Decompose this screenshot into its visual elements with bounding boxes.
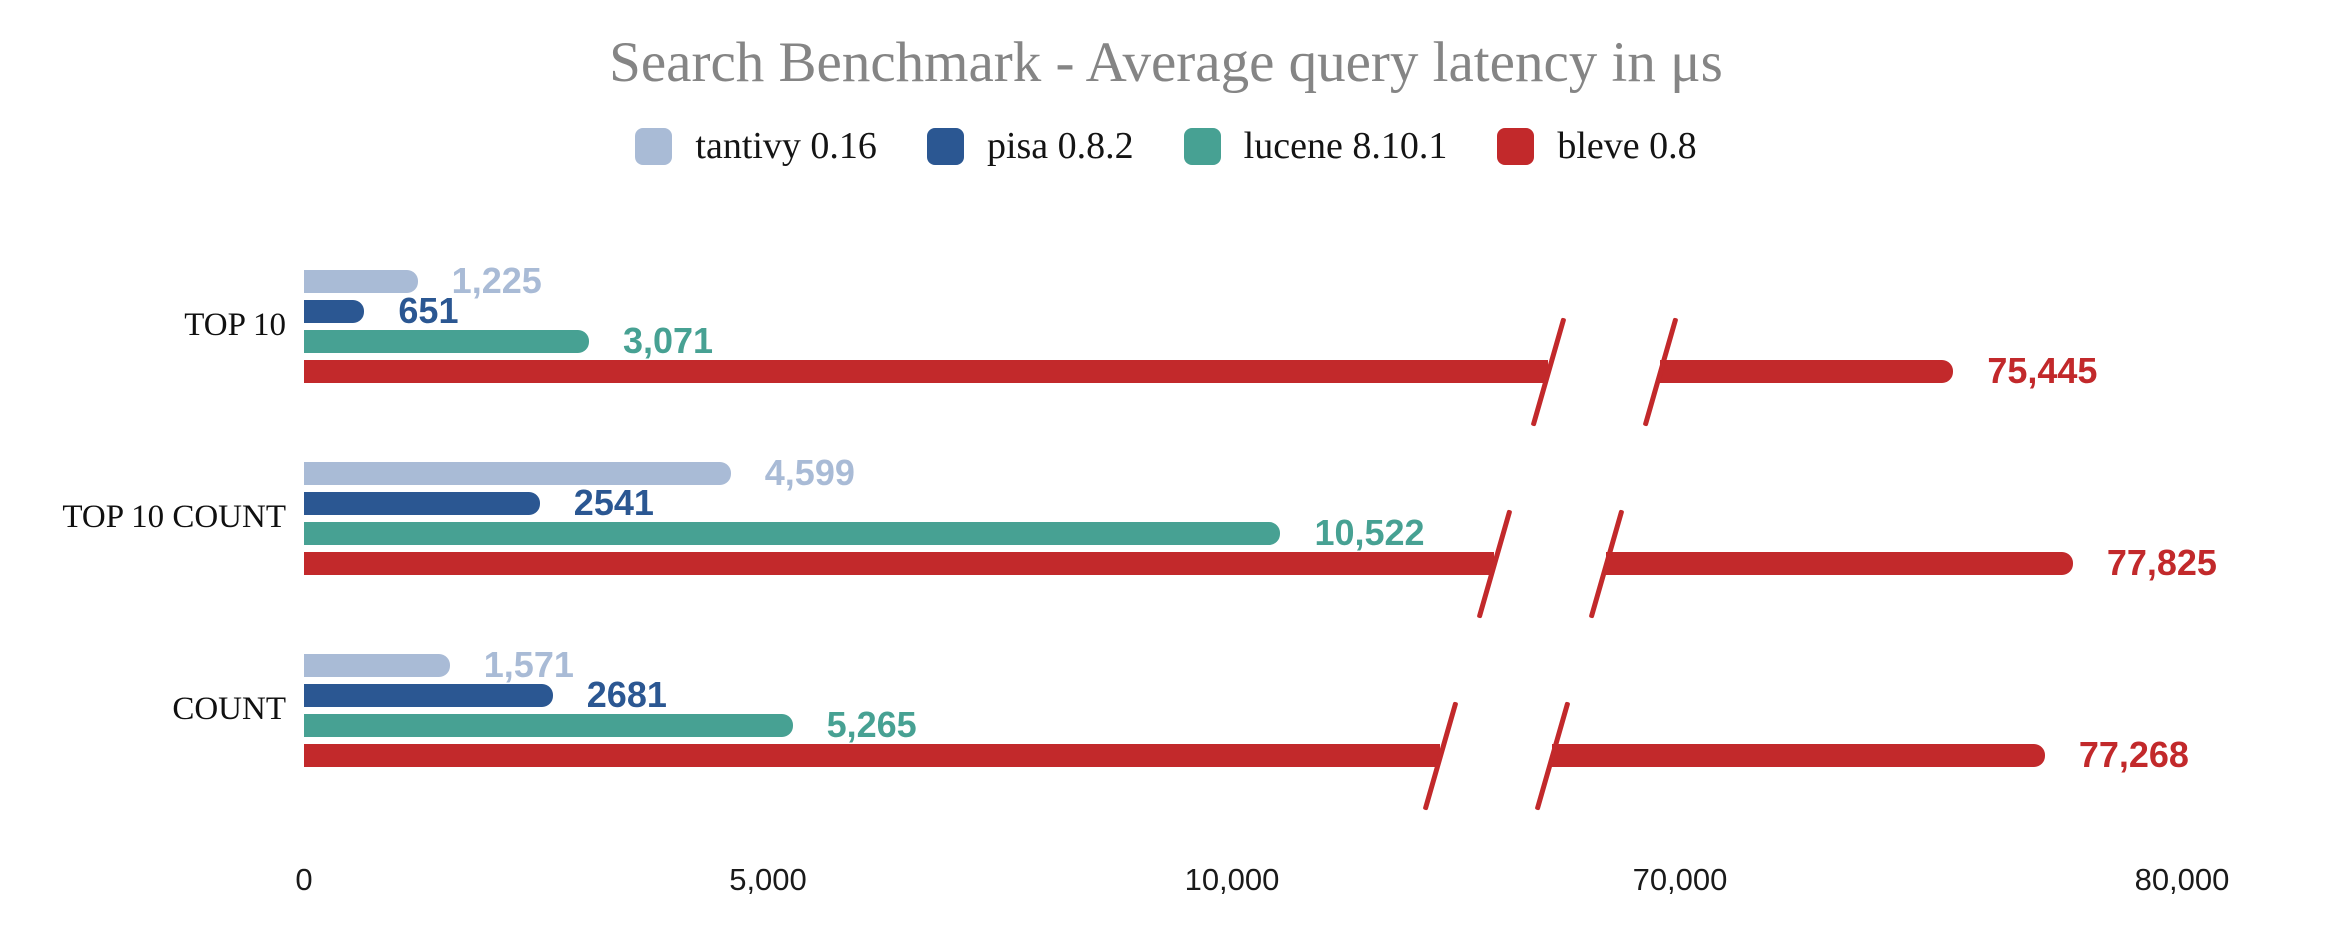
x-tick-5-000: 5,000 <box>729 862 807 897</box>
bar-pisa-0-8-2-top-10 <box>304 300 365 323</box>
bar-lucene-8-10-1-count <box>304 714 793 737</box>
legend-item-tantivy-0-16: tantivy 0.16 <box>635 124 877 168</box>
value-label-pisa-0-8-2-top-10: 651 <box>398 289 459 331</box>
bar-tantivy-0-16-top-10-count <box>304 462 731 485</box>
legend-label: lucene 8.10.1 <box>1243 125 1448 167</box>
x-tick-70-000: 70,000 <box>1632 862 1728 897</box>
value-label-bleve-0-8-top-10-count: 77,825 <box>2106 541 2217 583</box>
legend-swatch-bleve-0-8 <box>1497 127 1535 165</box>
legend-swatch-tantivy-0-16 <box>635 127 673 165</box>
bar-tantivy-0-16-count <box>304 654 450 677</box>
legend: tantivy 0.16 pisa 0.8.2 lucene 8.10.1 bleve… <box>0 124 2332 168</box>
x-tick-80-000: 80,000 <box>2134 862 2230 897</box>
value-label-lucene-8-10-1-top-10-count: 10,522 <box>1314 511 1425 553</box>
category-label-top-10-count: TOP 10 COUNT <box>62 498 286 535</box>
bar-lucene-8-10-1-top-10 <box>304 330 589 353</box>
value-label-pisa-0-8-2-top-10-count: 2541 <box>573 481 654 523</box>
legend-label: tantivy 0.16 <box>695 125 877 167</box>
legend-item-lucene-8-10-1: lucene 8.10.1 <box>1183 124 1448 168</box>
chart-title: Search Benchmark - Average query latency… <box>609 31 1723 94</box>
bar-bleve-0-8-top-10-count <box>1606 552 2073 575</box>
value-label-bleve-0-8-count: 77,268 <box>2078 733 2189 775</box>
x-tick-0: 0 <box>295 862 313 897</box>
bar-bleve-0-8-count <box>304 744 1441 767</box>
category-label-top-10: TOP 10 <box>184 306 286 343</box>
category-label-count: COUNT <box>172 690 286 727</box>
value-label-bleve-0-8-top-10: 75,445 <box>1987 349 2098 391</box>
bar-bleve-0-8-top-10 <box>1660 360 1954 383</box>
bar-pisa-0-8-2-top-10-count <box>304 492 540 515</box>
bar-tantivy-0-16-top-10 <box>304 270 418 293</box>
legend-swatch-pisa-0-8-2 <box>926 127 964 165</box>
legend-swatch-lucene-8-10-1 <box>1183 127 1221 165</box>
legend-label: bleve 0.8 <box>1557 125 1697 167</box>
bar-lucene-8-10-1-top-10-count <box>304 522 1281 545</box>
value-label-pisa-0-8-2-count: 2681 <box>586 673 667 715</box>
bar-bleve-0-8-top-10-count <box>304 552 1495 575</box>
x-tick-10-000: 10,000 <box>1184 862 1280 897</box>
legend-item-bleve-0-8: bleve 0.8 <box>1497 124 1697 168</box>
value-label-tantivy-0-16-top-10-count: 4,599 <box>764 451 855 493</box>
value-label-tantivy-0-16-count: 1,571 <box>483 643 574 685</box>
value-label-tantivy-0-16-top-10: 1,225 <box>451 259 542 301</box>
value-label-lucene-8-10-1-count: 5,265 <box>826 703 917 745</box>
bar-bleve-0-8-top-10 <box>304 360 1548 383</box>
bar-bleve-0-8-count <box>1552 744 2045 767</box>
bar-pisa-0-8-2-count <box>304 684 553 707</box>
legend-label: pisa 0.8.2 <box>986 125 1134 167</box>
legend-item-pisa-0-8-2: pisa 0.8.2 <box>926 124 1134 168</box>
value-label-lucene-8-10-1-top-10: 3,071 <box>622 319 714 361</box>
